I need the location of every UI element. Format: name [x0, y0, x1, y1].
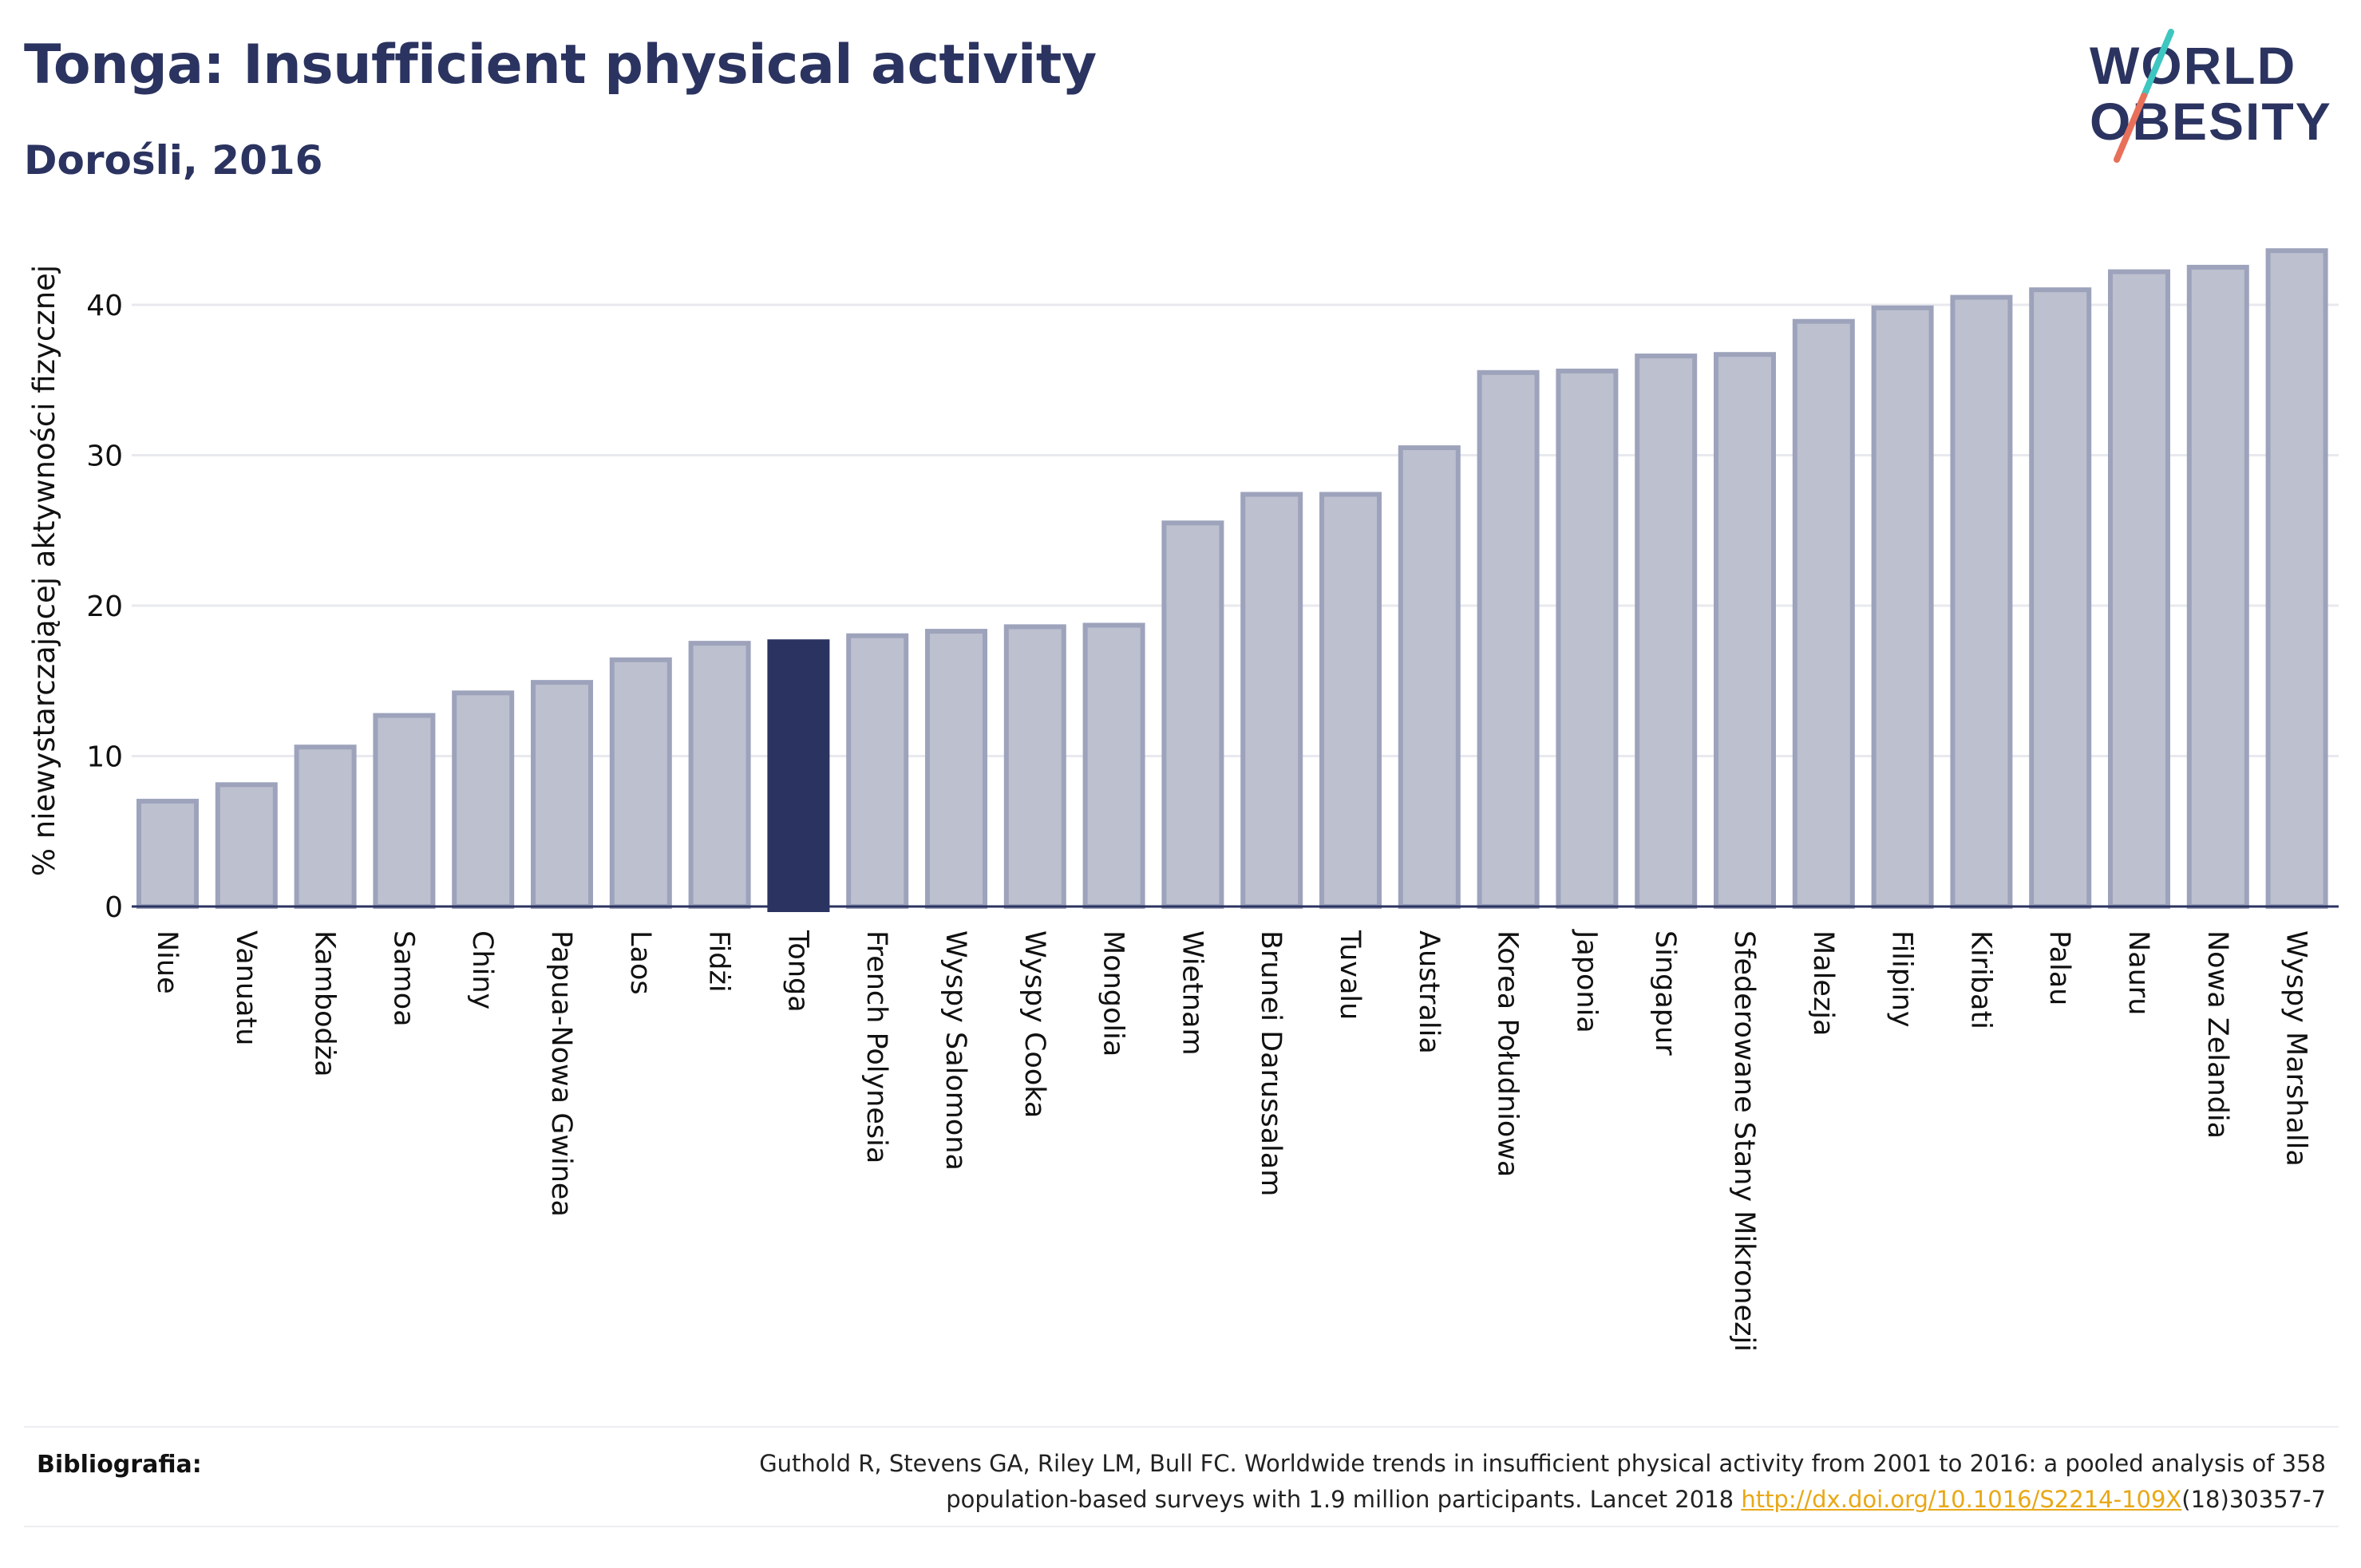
bar-wyspy-cooka [1003, 624, 1066, 909]
bar-wyspy-salomona [925, 629, 987, 909]
bar-nauru [2108, 269, 2170, 909]
bar-brunei-darussalam [1240, 492, 1303, 909]
bar-chiny [452, 690, 515, 910]
x-tick-label: Wyspy Marshalla [2280, 930, 2312, 1167]
bibliography-label: Bibliografia: [37, 1451, 202, 1479]
bar-sfederowane-stany-mikronezji [1714, 352, 1776, 909]
bar-filipiny [1871, 305, 1934, 909]
x-tick-label: Niue [151, 930, 183, 994]
x-tick-label: Australia [1413, 930, 1445, 1054]
bar-japonia [1556, 368, 1619, 909]
x-tick-label: Filipiny [1886, 930, 1918, 1028]
bar-kiribati [1950, 294, 2013, 909]
footer-divider-bottom [24, 1526, 2339, 1527]
bar-mongolia [1082, 622, 1145, 909]
x-tick-label: Singapur [1649, 930, 1681, 1056]
x-label-layer: Niue Vanuatu Kambodża Samoa Chiny Papua-Nowa … [151, 929, 2312, 1352]
bar-chart: 0 10 20 30 40 Niue Vanuatu Kambodża Samoa Chiny P… [27, 248, 2339, 1352]
bar-wietnam [1161, 520, 1224, 909]
x-tick-label: Fidżi [703, 930, 735, 993]
x-tick-label: Korea Południowa [1492, 930, 1524, 1177]
x-tick-label: Tonga [781, 930, 813, 1013]
bar-nowa-zelandia [2186, 264, 2249, 909]
bar-malezja [1792, 318, 1855, 909]
x-tick-label: Papua-Nowa Gwinea [545, 930, 577, 1217]
x-tick-label: Wyspy Salomona [939, 930, 971, 1171]
y-tick-label: 40 [86, 290, 123, 322]
page-subtitle: Dorośli, 2016 [24, 137, 323, 184]
x-tick-label: Wyspy Cooka [1018, 930, 1050, 1118]
bar-papua-nowa-gwinea [531, 680, 593, 909]
x-tick-label: Mongolia [1097, 930, 1129, 1057]
bar-tuvalu [1319, 492, 1382, 909]
x-tick-label: Vanuatu [230, 930, 262, 1045]
citation-doi-link[interactable]: http://dx.doi.org/10.1016/S2214-109X [1741, 1486, 2182, 1513]
y-tick-label: 10 [86, 741, 123, 774]
x-tick-label: Malezja [1807, 930, 1839, 1036]
x-tick-label: Sfederowane Stany Mikronezji [1728, 930, 1760, 1352]
x-tick-label: Japonia [1570, 929, 1602, 1033]
bar-laos [609, 657, 672, 909]
bar-samoa [373, 713, 436, 909]
x-tick-label: Tuvalu [1334, 930, 1366, 1020]
citation-line-2-pre: population-based surveys with 1.9 millio… [946, 1486, 1742, 1513]
y-tick-label: 30 [86, 440, 123, 473]
bar-singapur [1635, 353, 1698, 909]
x-tick-label: Palau [2043, 930, 2075, 1005]
bar-layer [136, 248, 2328, 912]
y-axis-label: % niewystarczającej aktywności fizycznej [27, 265, 61, 876]
logo-slash-teal [2141, 29, 2174, 99]
x-tick-label: Wietnam [1176, 930, 1208, 1056]
bar-australia [1398, 445, 1461, 909]
bar-palau [2029, 287, 2092, 909]
bar-korea-południowa [1477, 369, 1540, 909]
x-tick-label: Nowa Zelandia [2201, 930, 2233, 1139]
bar-wyspy-marshalla [2265, 248, 2328, 909]
logo-slash-coral [2114, 93, 2147, 163]
citation-line-1: Guthold R, Stevens GA, Riley LM, Bull FC… [759, 1450, 2326, 1477]
y-tick-layer: 0 10 20 30 40 [86, 290, 123, 924]
bar-vanuatu [215, 782, 278, 909]
footer-divider-top [24, 1426, 2339, 1428]
x-tick-label: French Polynesia [860, 930, 892, 1163]
bar-french-polynesia [846, 633, 909, 909]
y-tick-label: 20 [86, 590, 123, 623]
world-obesity-logo: WORLD OBESITY [2090, 29, 2331, 163]
bar-kambodża [294, 745, 357, 909]
x-tick-label: Kambodża [309, 930, 341, 1077]
page-title: Tonga: Insufficient physical activity [24, 34, 1097, 97]
citation-line-2-post: (18)30357-7 [2181, 1486, 2326, 1513]
x-tick-label: Nauru [2122, 930, 2154, 1015]
x-tick-label: Samoa [387, 930, 419, 1027]
x-tick-label: Kiribati [1964, 930, 1996, 1029]
x-tick-label: Brunei Darussalam [1255, 930, 1287, 1196]
bar-tonga [767, 639, 830, 912]
bibliography-citation: Guthold R, Stevens GA, Riley LM, Bull FC… [490, 1446, 2326, 1518]
bar-niue [136, 799, 199, 909]
x-tick-label: Chiny [466, 930, 498, 1009]
x-tick-label: Laos [624, 930, 656, 995]
bar-fidżi [688, 641, 751, 909]
y-tick-label: 0 [105, 891, 123, 924]
logo-line-1: WORLD [2090, 36, 2296, 95]
